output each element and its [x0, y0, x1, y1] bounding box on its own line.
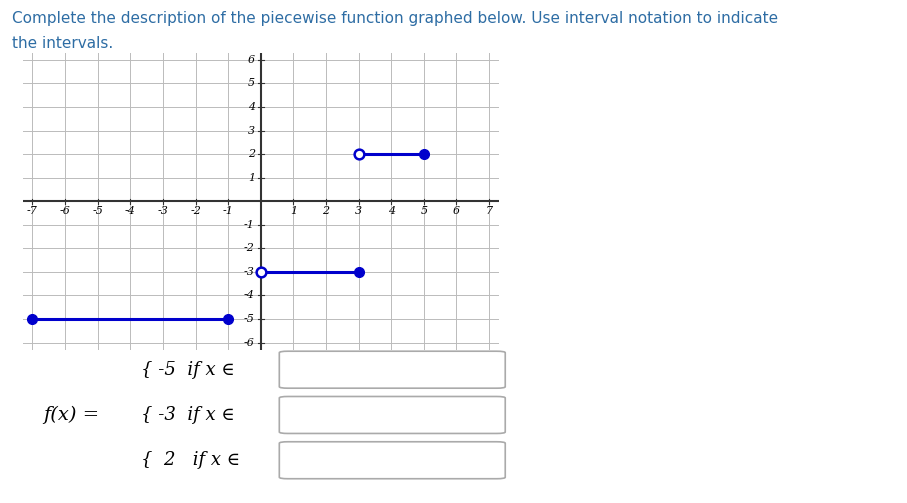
Text: { -3  if x ∈: { -3 if x ∈: [141, 406, 234, 424]
Text: 3: 3: [355, 206, 362, 216]
Text: -6: -6: [60, 206, 71, 216]
Text: -4: -4: [125, 206, 136, 216]
Text: 6: 6: [453, 206, 460, 216]
Text: -2: -2: [244, 243, 255, 254]
Text: -4: -4: [244, 290, 255, 300]
Text: 1: 1: [290, 206, 297, 216]
Text: -6: -6: [244, 338, 255, 348]
Text: {  2   if x ∈: { 2 if x ∈: [141, 451, 239, 469]
Text: -2: -2: [190, 206, 201, 216]
FancyBboxPatch shape: [279, 442, 505, 479]
Text: 5: 5: [248, 78, 255, 89]
Text: -1: -1: [244, 220, 255, 230]
Text: -3: -3: [244, 267, 255, 277]
Text: 6: 6: [248, 55, 255, 65]
Text: 1: 1: [248, 173, 255, 183]
Text: { -5  if x ∈: { -5 if x ∈: [141, 361, 234, 379]
Text: -5: -5: [244, 314, 255, 324]
Text: 5: 5: [420, 206, 427, 216]
Text: -1: -1: [223, 206, 234, 216]
Text: 2: 2: [248, 149, 255, 159]
Text: 2: 2: [322, 206, 329, 216]
Text: 4: 4: [248, 102, 255, 112]
Text: Complete the description of the piecewise function graphed below. Use interval n: Complete the description of the piecewis…: [12, 11, 778, 26]
Text: 4: 4: [387, 206, 395, 216]
Text: 7: 7: [485, 206, 493, 216]
FancyBboxPatch shape: [279, 396, 505, 434]
Text: the intervals.: the intervals.: [12, 36, 113, 51]
FancyBboxPatch shape: [279, 351, 505, 388]
Text: 3: 3: [248, 126, 255, 135]
Text: -5: -5: [93, 206, 103, 216]
Text: f(x) =: f(x) =: [44, 406, 100, 424]
Text: -7: -7: [27, 206, 38, 216]
Text: -3: -3: [158, 206, 169, 216]
